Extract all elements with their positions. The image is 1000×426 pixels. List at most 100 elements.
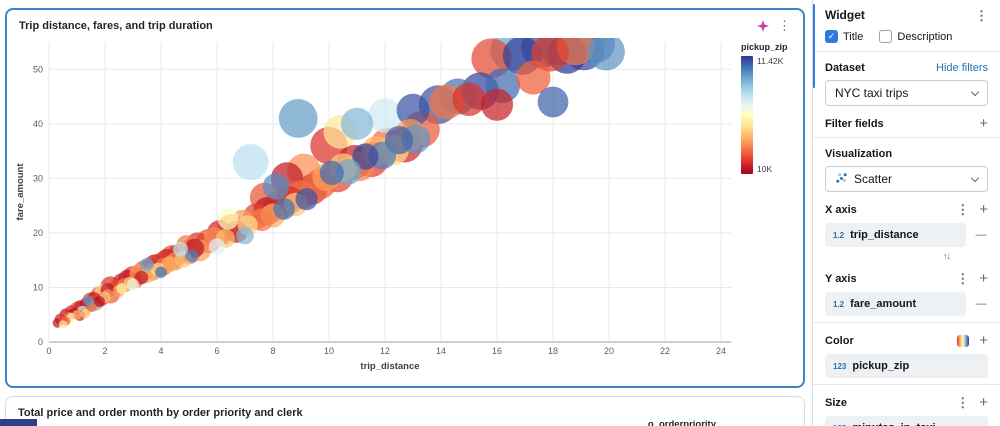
scatter-point	[319, 160, 344, 185]
svg-text:8: 8	[270, 346, 275, 356]
y-axis-label: Y axis	[825, 272, 857, 285]
size-field-pill[interactable]: 123 minutes_in_taxi	[825, 416, 988, 426]
checkbox-label: Title	[843, 30, 864, 43]
display-options: ✓ Title ✓ Description	[825, 30, 988, 43]
scatter-point	[480, 88, 514, 121]
color-field-pill[interactable]: 123 pickup_zip	[825, 354, 988, 378]
scatter-point	[295, 188, 318, 211]
assistant-sparkle-icon[interactable]	[757, 19, 769, 32]
color-header: Color +	[825, 333, 988, 348]
visualization-select[interactable]: Scatter	[825, 166, 988, 192]
svg-text:14: 14	[436, 346, 446, 356]
x-axis-title: trip_distance	[360, 361, 419, 372]
scatter-point	[232, 144, 269, 180]
widget-actions: ⋮	[757, 19, 791, 32]
size-menu-icon[interactable]: ⋮	[956, 395, 970, 410]
gridlines	[48, 42, 731, 342]
divider	[813, 384, 1000, 385]
scatter-point	[93, 296, 105, 308]
hide-filters-link[interactable]: Hide filters	[936, 62, 988, 74]
dataset-select[interactable]: NYC taxi trips	[825, 80, 988, 106]
y-axis-field-pill[interactable]: 1.2 fare_amount	[825, 292, 966, 316]
scatter-point	[273, 198, 296, 220]
scatter-point	[352, 143, 379, 170]
numeric-type-icon: 1.2	[833, 299, 845, 309]
scatter-point	[516, 60, 551, 95]
size-add-button[interactable]: +	[979, 394, 988, 411]
svg-text:0: 0	[38, 337, 43, 347]
svg-text:10: 10	[33, 282, 43, 292]
color-legend: pickup_zip 11.42K 10K	[741, 42, 795, 174]
swap-axes-icon[interactable]: ↑↓	[943, 251, 951, 261]
scatter-widget-card[interactable]: Trip distance, fares, and trip duration …	[5, 8, 805, 388]
svg-text:10: 10	[324, 346, 334, 356]
description-checkbox[interactable]: ✓ Description	[879, 30, 952, 43]
add-filter-button[interactable]: +	[979, 115, 988, 132]
legend-min-label: 10K	[757, 164, 773, 174]
svg-text:4: 4	[158, 346, 163, 356]
chevron-down-icon	[970, 173, 980, 182]
svg-text:30: 30	[33, 173, 43, 183]
x-axis-remove-button[interactable]: —	[975, 229, 987, 241]
x-axis-add-button[interactable]: +	[979, 201, 988, 218]
scatter-point	[185, 249, 199, 263]
bar-widget-card[interactable]: Total price and order month by order pri…	[5, 396, 805, 426]
size-header: Size ⋮ +	[825, 395, 988, 410]
field-name: fare_amount	[850, 298, 917, 310]
x-axis-field-pill[interactable]: 1.2 trip_distance	[825, 223, 966, 247]
svg-text:40: 40	[33, 119, 43, 129]
scatter-points	[52, 38, 625, 329]
svg-text:50: 50	[33, 64, 43, 74]
integer-type-icon: 123	[833, 361, 847, 371]
y-axis-header: Y axis ⋮ +	[825, 271, 988, 286]
scatter-point	[217, 208, 239, 230]
y-axis-add-button[interactable]: +	[979, 270, 988, 287]
color-add-button[interactable]: +	[979, 332, 988, 349]
visualization-value: Scatter	[854, 172, 893, 186]
swap-axes-row: ↑↓	[825, 251, 988, 261]
svg-text:6: 6	[214, 346, 219, 356]
field-name: trip_distance	[850, 229, 919, 241]
checkbox-box[interactable]: ✓	[879, 30, 893, 43]
scatter-point	[173, 241, 189, 257]
svg-text:20: 20	[604, 346, 614, 356]
divider	[813, 51, 1000, 52]
dashboard-canvas: Trip distance, fares, and trip duration …	[0, 8, 805, 426]
scatter-point	[587, 38, 625, 71]
x-axis-header: X axis ⋮ +	[825, 202, 988, 217]
widget-header: Trip distance, fares, and trip duration …	[7, 10, 803, 32]
scatter-point	[140, 257, 154, 272]
legend-title: pickup_zip	[741, 42, 788, 52]
x-axis-label: X axis	[825, 203, 857, 216]
scatter-point	[236, 226, 254, 245]
panel-title: Widget	[825, 8, 865, 22]
scatter-point	[116, 283, 128, 294]
widget-menu-icon[interactable]: ⋮	[778, 18, 791, 33]
y-axis-menu-icon[interactable]: ⋮	[956, 271, 970, 286]
chevron-down-icon	[970, 87, 980, 96]
legend-max-label: 11.42K	[757, 56, 784, 66]
scatter-point	[134, 270, 149, 285]
svg-text:2: 2	[102, 346, 107, 356]
scatter-point	[278, 99, 318, 138]
widget-config-panel: Widget ⋮ ✓ Title ✓ Description Dataset H…	[812, 0, 1000, 426]
dataset-label: Dataset	[825, 62, 865, 74]
field-name: pickup_zip	[852, 360, 910, 372]
y-axis-field-row: 1.2 fare_amount —	[825, 292, 988, 316]
y-axis-remove-button[interactable]: —	[975, 298, 987, 310]
scatter-point	[72, 309, 82, 320]
svg-text:16: 16	[492, 346, 502, 356]
size-label: Size	[825, 396, 848, 409]
panel-scrollbar[interactable]	[813, 4, 815, 88]
y-axis-title: fare_amount	[15, 163, 26, 221]
checkbox-box[interactable]: ✓	[825, 30, 838, 43]
visualization-header: Visualization	[825, 148, 988, 160]
svg-text:24: 24	[716, 346, 726, 356]
panel-menu-icon[interactable]: ⋮	[975, 7, 988, 23]
field-name: minutes_in_taxi	[852, 422, 935, 426]
x-axis-menu-icon[interactable]: ⋮	[956, 202, 970, 217]
title-checkbox[interactable]: ✓ Title	[825, 30, 863, 43]
color-scheme-icon[interactable]	[957, 334, 970, 347]
